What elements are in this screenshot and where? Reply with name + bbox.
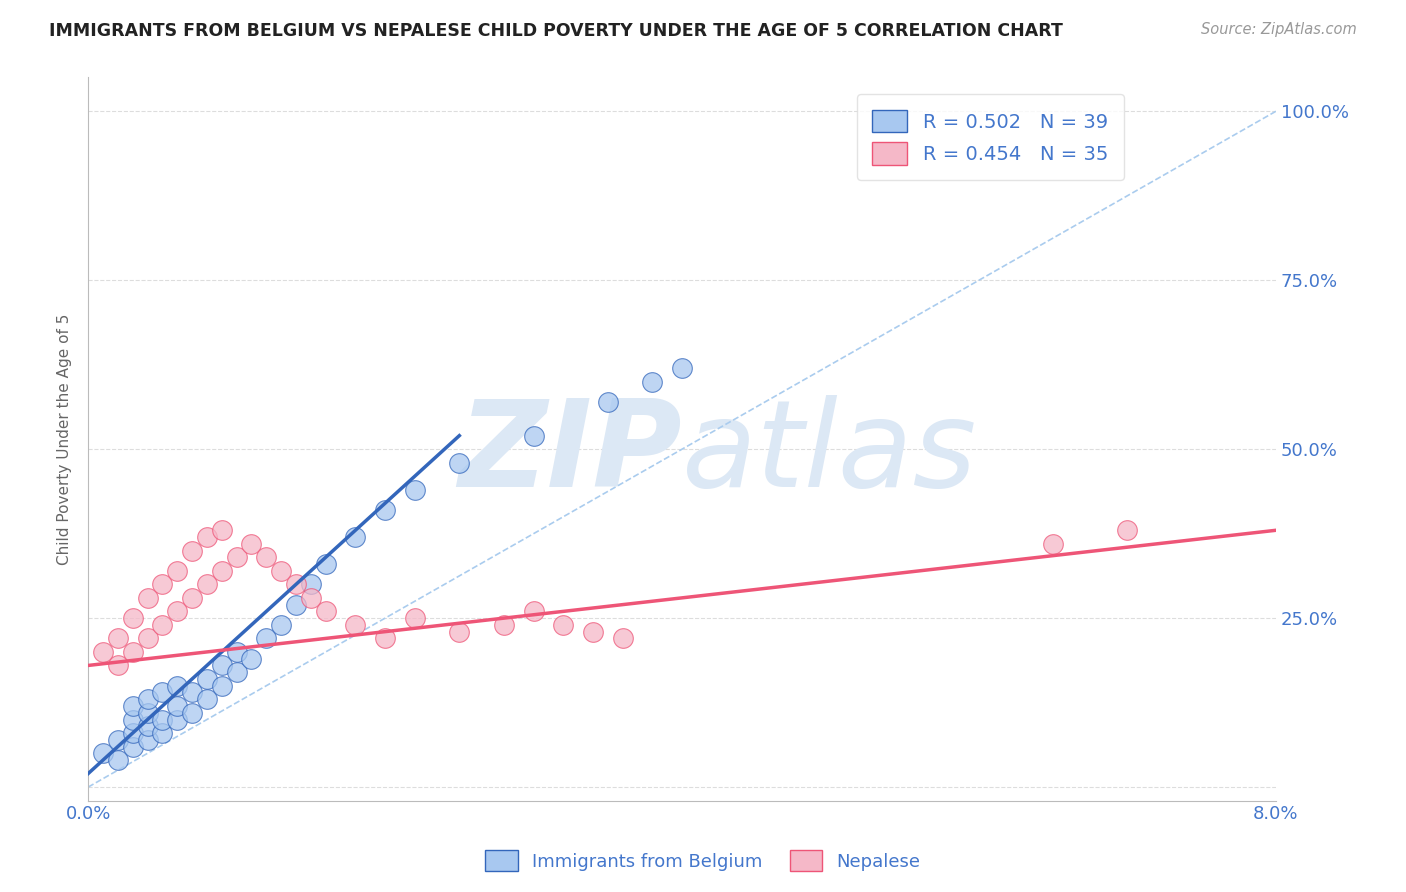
Point [166,564,188,578]
Point [449,624,471,639]
Point [225,550,247,565]
Point [150,577,173,591]
Point [150,685,173,699]
Point [136,732,159,747]
Point [240,651,263,665]
Text: IMMIGRANTS FROM BELGIUM VS NEPALESE CHILD POVERTY UNDER THE AGE OF 5 CORRELATION: IMMIGRANTS FROM BELGIUM VS NEPALESE CHIL… [49,22,1063,40]
Point [270,618,292,632]
Point [121,698,143,713]
Point [344,530,367,544]
Point [254,550,277,565]
Legend: Immigrants from Belgium, Nepalese: Immigrants from Belgium, Nepalese [478,843,928,879]
Point [121,726,143,740]
Point [596,395,619,409]
Point [107,753,129,767]
Point [299,577,322,591]
Point [211,658,233,673]
Point [181,706,204,720]
Y-axis label: Child Poverty Under the Age of 5: Child Poverty Under the Age of 5 [58,313,72,565]
Point [107,632,129,646]
Point [254,632,277,646]
Point [107,732,129,747]
Point [270,564,292,578]
Point [181,685,204,699]
Point [91,747,114,761]
Text: ZIP: ZIP [458,395,682,512]
Point [285,577,308,591]
Point [612,632,634,646]
Point [136,692,159,706]
Point [136,706,159,720]
Point [299,591,322,605]
Point [121,645,143,659]
Point [166,679,188,693]
Point [195,692,218,706]
Point [166,604,188,618]
Point [195,577,218,591]
Point [150,713,173,727]
Point [315,604,337,618]
Point [240,537,263,551]
Point [404,483,426,497]
Point [195,672,218,686]
Point [225,665,247,680]
Point [1116,523,1139,537]
Point [150,726,173,740]
Point [166,698,188,713]
Point [1042,537,1064,551]
Point [211,523,233,537]
Point [136,632,159,646]
Point [641,375,664,389]
Text: Source: ZipAtlas.com: Source: ZipAtlas.com [1201,22,1357,37]
Point [121,611,143,625]
Point [449,456,471,470]
Legend: R = 0.502   N = 39, R = 0.454   N = 35: R = 0.502 N = 39, R = 0.454 N = 35 [856,95,1123,180]
Point [136,719,159,733]
Text: atlas: atlas [682,395,977,512]
Point [404,611,426,625]
Point [671,361,693,376]
Point [582,624,605,639]
Point [136,591,159,605]
Point [211,564,233,578]
Point [315,557,337,571]
Point [121,713,143,727]
Point [285,598,308,612]
Point [91,645,114,659]
Point [121,739,143,754]
Point [523,428,546,442]
Point [344,618,367,632]
Point [107,658,129,673]
Point [374,503,396,517]
Point [374,632,396,646]
Point [166,713,188,727]
Point [181,591,204,605]
Point [492,618,515,632]
Point [211,679,233,693]
Point [553,618,575,632]
Point [225,645,247,659]
Point [150,618,173,632]
Point [181,543,204,558]
Point [523,604,546,618]
Point [195,530,218,544]
